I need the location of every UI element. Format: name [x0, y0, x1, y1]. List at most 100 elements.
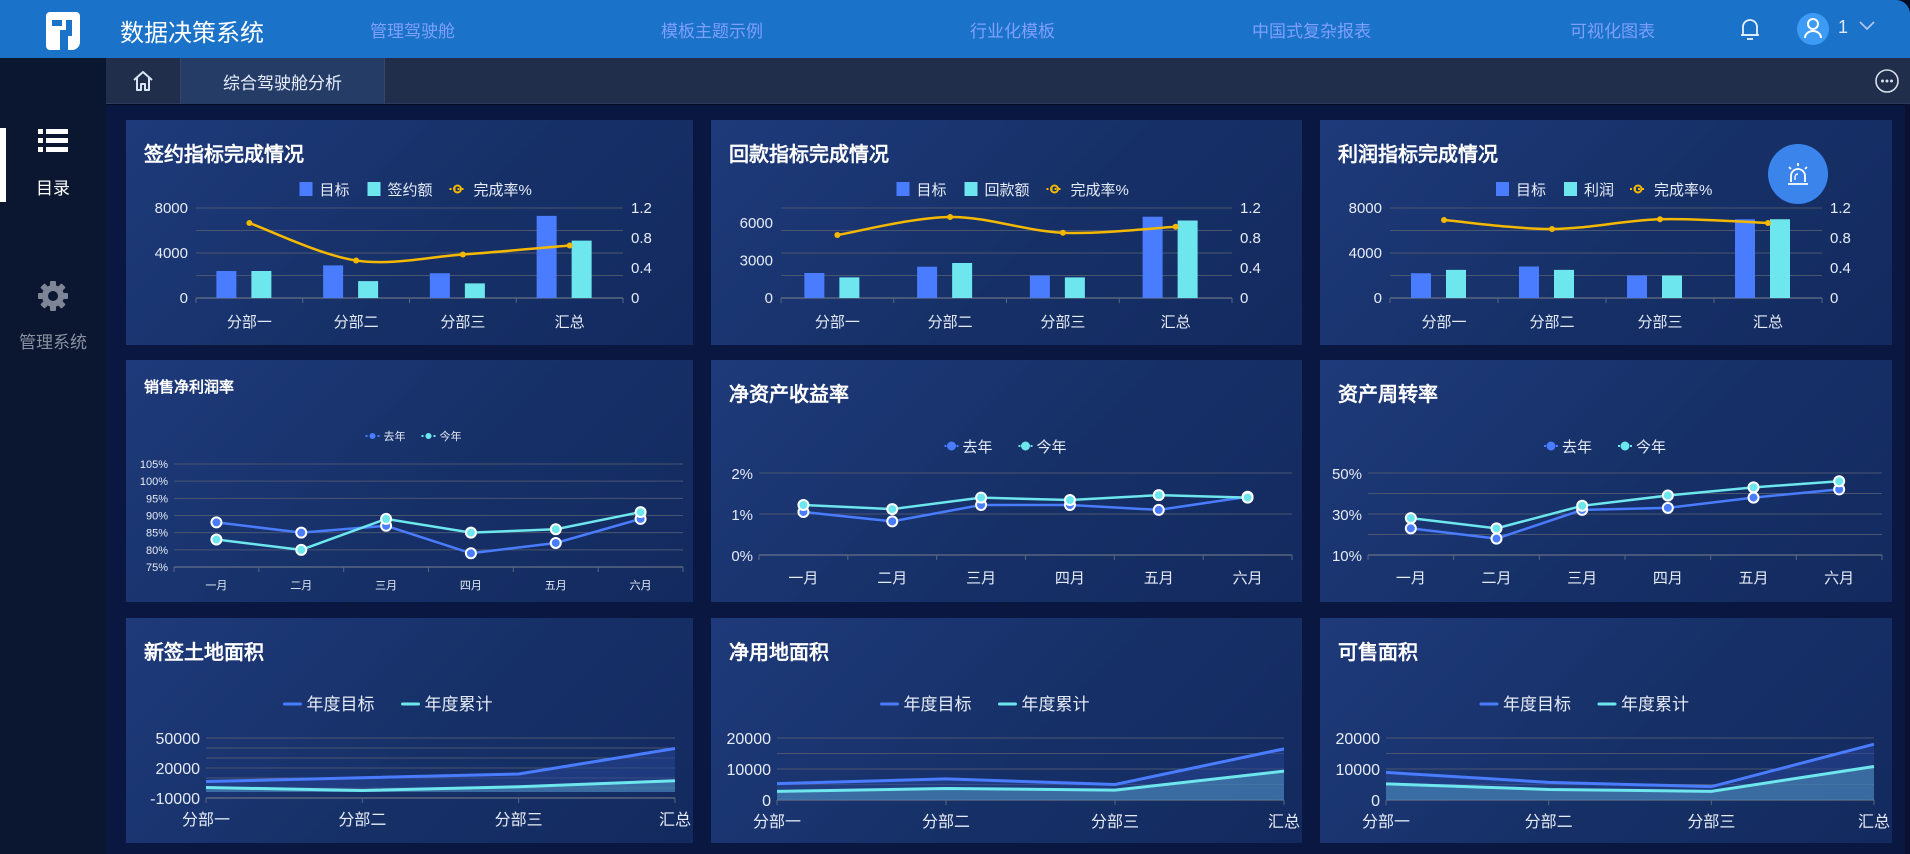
sidebar-item-catalog[interactable]: 目录	[0, 128, 106, 202]
data-point[interactable]	[886, 503, 899, 516]
data-point[interactable]	[295, 526, 308, 539]
tab-cockpit-analysis[interactable]: 综合驾驶舱分析	[181, 58, 385, 104]
chart-svg[interactable]: 目标 回款额 完成率% 0 3000 6000 0 0.4 0.8 1.2 分部一 分部二 分部三 汇总	[711, 120, 1302, 345]
series-line[interactable]	[1410, 479, 1840, 530]
sidebar-item-management[interactable]: 管理系统	[0, 280, 106, 353]
fr-logo-icon[interactable]	[40, 10, 82, 50]
rate-point[interactable]	[246, 220, 253, 226]
bar[interactable]	[571, 240, 592, 298]
tab-home[interactable]	[106, 58, 181, 104]
data-point[interactable]	[1747, 481, 1760, 494]
nav-visual-charts[interactable]: 可视化图表	[1570, 22, 1655, 41]
rate-point[interactable]	[834, 232, 841, 238]
data-point[interactable]	[1833, 475, 1846, 488]
data-point[interactable]	[295, 543, 308, 556]
data-point[interactable]	[1152, 489, 1165, 502]
more-icon[interactable]	[1874, 68, 1900, 94]
data-point[interactable]	[1576, 499, 1589, 512]
data-point[interactable]	[797, 498, 810, 511]
data-point[interactable]	[464, 547, 477, 560]
data-point[interactable]	[634, 506, 647, 519]
series-line[interactable]	[216, 517, 641, 555]
user-name[interactable]: 1	[1838, 17, 1849, 37]
rate-point[interactable]	[1657, 216, 1663, 223]
series-line[interactable]	[803, 495, 1248, 523]
bar[interactable]	[952, 263, 973, 298]
chart-svg[interactable]: 目标 签约额 完成率% 0 4000 8000 0 0.4 0.8 1.2 分部一 分部二 分部三 汇总	[126, 120, 693, 345]
bar[interactable]	[358, 281, 379, 298]
chart-svg[interactable]: 去年 今年 75% 80% 85% 90% 95% 100% 105% 一月 二月 三月 四月 五月 六月	[126, 360, 693, 602]
data-point[interactable]	[1490, 532, 1503, 545]
series-line[interactable]	[776, 747, 1285, 787]
series-line[interactable]	[205, 779, 676, 793]
data-point[interactable]	[1241, 491, 1254, 504]
series-line[interactable]	[1385, 765, 1875, 793]
data-point[interactable]	[1404, 512, 1417, 525]
rate-point[interactable]	[947, 214, 954, 220]
chart-legend[interactable]: 目标 回款额 完成率%	[896, 182, 1129, 199]
series-line[interactable]	[776, 769, 1285, 793]
rate-line[interactable]	[837, 215, 1176, 237]
vertical-scrollbar[interactable]	[1905, 104, 1910, 854]
rate-point[interactable]	[566, 242, 573, 249]
rate-point[interactable]	[1172, 223, 1179, 230]
rate-line[interactable]	[1443, 217, 1769, 231]
chart-legend[interactable]: 去年 今年	[944, 439, 1067, 456]
bar[interactable]	[251, 271, 272, 298]
chart-svg[interactable]: 年度目标 年度累计 0 10000 20000 分部一 分部二 分部三 汇总	[711, 618, 1302, 843]
bar[interactable]	[1662, 275, 1682, 299]
chart-legend[interactable]: 目标 利润 完成率%	[1496, 182, 1712, 199]
nav-template-theme[interactable]: 模板主题示例	[661, 22, 763, 41]
bar[interactable]	[1519, 266, 1539, 299]
chart-legend[interactable]: 去年 今年	[1544, 439, 1666, 456]
data-point[interactable]	[210, 516, 223, 529]
data-point[interactable]	[549, 523, 562, 536]
chart-svg[interactable]: 目标 利润 完成率% 0 4000 8000 0 0.4 0.8 1.2 分部一 分部二 分部三 汇总	[1320, 120, 1892, 345]
series-line[interactable]	[803, 493, 1248, 511]
data-point[interactable]	[1404, 522, 1417, 535]
nav-cockpit[interactable]: 管理驾驶舱	[370, 22, 455, 41]
bar[interactable]	[536, 215, 557, 298]
bar[interactable]	[1735, 219, 1755, 298]
chart-svg[interactable]: 年度目标 年度累计 -10000 20000 50000 分部一 分部二 分部三 汇总	[126, 618, 693, 843]
data-point[interactable]	[464, 526, 477, 539]
bar[interactable]	[1411, 273, 1431, 298]
data-point[interactable]	[1152, 503, 1165, 516]
bar[interactable]	[1064, 277, 1085, 298]
data-point[interactable]	[1747, 491, 1760, 504]
alert-button[interactable]	[1768, 144, 1828, 204]
nav-chinese-report[interactable]: 中国式复杂报表	[1252, 22, 1371, 41]
data-point[interactable]	[886, 515, 899, 528]
chart-svg[interactable]: 去年 今年 10% 30% 50% 一月 二月 三月 四月 五月 六月	[1320, 360, 1892, 602]
bar[interactable]	[323, 265, 344, 298]
rate-point[interactable]	[1441, 217, 1447, 223]
data-point[interactable]	[549, 536, 562, 549]
rate-line[interactable]	[248, 221, 570, 264]
data-point[interactable]	[975, 491, 988, 504]
series-line[interactable]	[216, 510, 641, 552]
bar[interactable]	[1554, 269, 1574, 298]
bar[interactable]	[804, 273, 825, 298]
data-point[interactable]	[1661, 501, 1674, 514]
data-point[interactable]	[380, 512, 393, 525]
rate-point[interactable]	[353, 257, 360, 264]
bar[interactable]	[1446, 269, 1466, 298]
bar[interactable]	[839, 277, 860, 298]
rate-point[interactable]	[1059, 229, 1066, 236]
data-point[interactable]	[1661, 489, 1674, 502]
rate-point[interactable]	[459, 251, 466, 258]
bar[interactable]	[216, 271, 237, 298]
bar[interactable]	[1029, 275, 1050, 299]
bar[interactable]	[1142, 216, 1163, 298]
series-line[interactable]	[205, 747, 676, 783]
bar[interactable]	[917, 266, 938, 298]
data-point[interactable]	[1490, 522, 1503, 535]
data-point[interactable]	[1063, 494, 1076, 507]
rate-point[interactable]	[1765, 220, 1771, 226]
series-line[interactable]	[1385, 742, 1875, 789]
bar[interactable]	[1627, 275, 1647, 299]
series-line[interactable]	[1410, 488, 1840, 540]
chart-legend[interactable]: 去年 今年	[365, 429, 462, 443]
chart-legend[interactable]: 目标 签约额 完成率%	[299, 182, 532, 199]
bar[interactable]	[464, 283, 485, 298]
